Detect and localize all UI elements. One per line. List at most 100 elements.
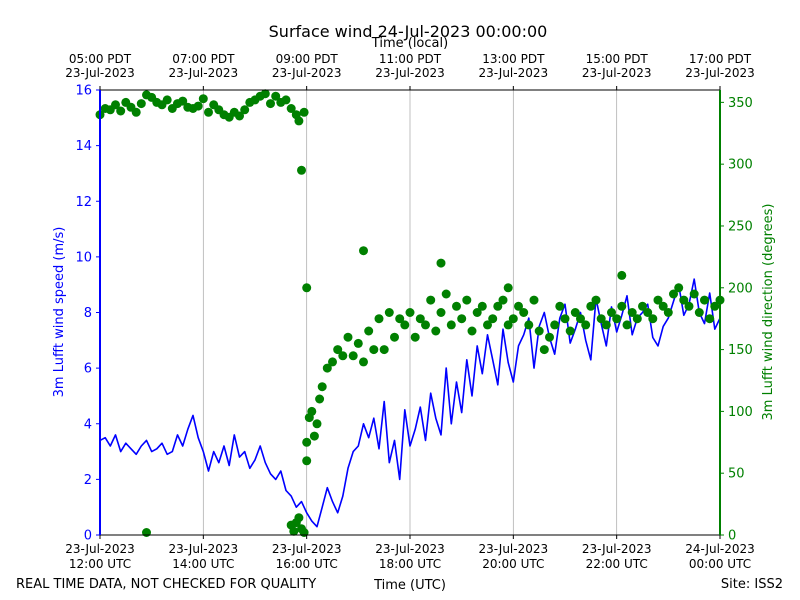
top-tick-date: 23-Jul-2023 xyxy=(65,66,135,80)
wind-direction-point xyxy=(359,246,368,256)
right-axis-label: 3m Lufft wind direction (degrees) xyxy=(761,204,776,421)
wind-direction-point xyxy=(235,111,244,121)
top-tick-time: 09:00 PDT xyxy=(276,52,339,66)
wind-direction-point xyxy=(601,320,611,330)
wind-direction-point xyxy=(302,437,312,447)
wind-direction-point xyxy=(545,332,554,342)
bottom-tick-time: 00:00 UTC xyxy=(689,557,751,571)
wind-direction-point xyxy=(307,406,317,416)
left-tick-label: 12 xyxy=(75,195,92,210)
wind-direction-point xyxy=(116,106,126,116)
bottom-tick-time: 20:00 UTC xyxy=(482,557,544,571)
wind-direction-point xyxy=(689,289,699,299)
wind-direction-point xyxy=(679,295,689,305)
wind-direction-point xyxy=(289,526,299,536)
wind-direction-point xyxy=(415,314,425,324)
wind-direction-point xyxy=(390,332,399,342)
wind-direction-point xyxy=(369,345,379,355)
wind-direction-point xyxy=(638,301,647,311)
wind-direction-point xyxy=(302,283,312,293)
wind-direction-point xyxy=(299,528,309,537)
wind-direction-point xyxy=(281,95,291,105)
top-tick-time: 07:00 PDT xyxy=(172,52,235,66)
top-tick-date: 23-Jul-2023 xyxy=(685,66,755,80)
right-tick-label: 250 xyxy=(728,219,753,234)
left-tick-label: 4 xyxy=(84,417,92,432)
right-tick-label: 300 xyxy=(728,158,753,173)
wind-direction-point xyxy=(379,345,389,355)
wind-direction-point xyxy=(328,357,337,367)
wind-direction-point xyxy=(240,105,250,115)
wind-direction-point xyxy=(570,308,580,317)
wind-direction-point xyxy=(519,308,529,317)
wind-direction-point xyxy=(591,295,601,305)
wind-direction-point xyxy=(405,308,415,317)
wind-direction-point xyxy=(312,419,322,429)
wind-direction-point xyxy=(302,456,312,466)
top-tick-time: 15:00 PDT xyxy=(586,52,649,66)
wind-direction-point xyxy=(457,314,467,324)
wind-direction-point xyxy=(431,326,441,336)
wind-direction-point xyxy=(348,351,358,361)
wind-direction-point xyxy=(353,338,363,348)
wind-direction-point xyxy=(632,314,642,324)
wind-direction-point xyxy=(266,99,275,109)
wind-direction-point xyxy=(565,326,575,336)
wind-direction-point xyxy=(204,107,213,117)
wind-direction-point xyxy=(436,308,446,317)
wind-direction-point xyxy=(467,326,477,336)
wind-direction-point xyxy=(136,99,146,109)
wind-direction-point xyxy=(596,314,606,324)
x-axis-label: Time (UTC) xyxy=(373,578,446,593)
wind-direction-point xyxy=(297,165,306,175)
top-tick-time: 11:00 PDT xyxy=(379,52,442,66)
wind-direction-point xyxy=(503,283,513,293)
wind-direction-point xyxy=(514,301,523,311)
wind-direction-point xyxy=(534,326,544,336)
wind-direction-point xyxy=(436,258,446,268)
top-tick-time: 05:00 PDT xyxy=(69,52,132,66)
top-tick-date: 23-Jul-2023 xyxy=(169,66,239,80)
wind-direction-point xyxy=(524,320,534,330)
top-tick-date: 23-Jul-2023 xyxy=(582,66,652,80)
wind-direction-point xyxy=(472,308,482,317)
wind-direction-point xyxy=(441,289,451,299)
top-tick-date: 23-Jul-2023 xyxy=(272,66,342,80)
wind-direction-point xyxy=(400,320,410,330)
wind-direction-point xyxy=(271,91,281,101)
wind-direction-point xyxy=(178,96,188,106)
wind-direction-point xyxy=(669,289,678,299)
wind-direction-point xyxy=(426,295,436,305)
wind-direction-point xyxy=(317,382,327,392)
bottom-tick-date: 23-Jul-2023 xyxy=(169,542,239,556)
wind-direction-point xyxy=(421,320,430,330)
bottom-tick-time: 22:00 UTC xyxy=(586,557,648,571)
wind-direction-point xyxy=(193,101,203,111)
top-tick-time: 17:00 PDT xyxy=(689,52,752,66)
wind-direction-point xyxy=(684,301,694,311)
wind-direction-point xyxy=(488,314,498,324)
bottom-tick-time: 12:00 UTC xyxy=(69,557,131,571)
top-tick-time: 13:00 PDT xyxy=(482,52,545,66)
right-tick-label: 200 xyxy=(728,281,753,296)
bottom-tick-time: 18:00 UTC xyxy=(379,557,441,571)
wind-direction-point xyxy=(384,308,394,317)
wind-speed-layer xyxy=(99,278,721,528)
left-tick-label: 10 xyxy=(75,250,92,265)
wind-direction-point xyxy=(294,116,304,126)
right-tick-label: 350 xyxy=(728,96,753,111)
bottom-tick-date: 23-Jul-2023 xyxy=(272,542,342,556)
wind-direction-point xyxy=(374,314,384,324)
left-tick-label: 0 xyxy=(84,529,92,544)
right-tick-label: 50 xyxy=(728,467,745,482)
wind-direction-point xyxy=(333,345,343,355)
wind-direction-point xyxy=(550,320,560,330)
wind-direction-layer xyxy=(95,89,725,537)
wind-direction-point xyxy=(142,528,151,537)
quality-note: REAL TIME DATA, NOT CHECKED FOR QUALITY xyxy=(16,577,316,592)
bottom-tick-time: 16:00 UTC xyxy=(276,557,338,571)
bottom-tick-time: 14:00 UTC xyxy=(172,557,234,571)
wind-direction-point xyxy=(359,357,368,367)
bottom-tick-date: 24-Jul-2023 xyxy=(685,542,755,556)
